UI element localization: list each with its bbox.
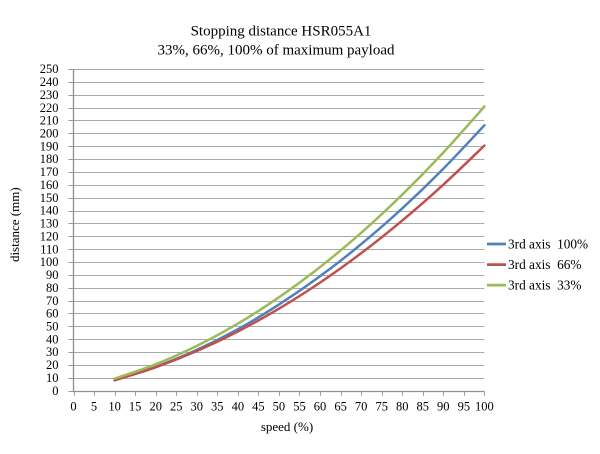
svg-text:15: 15 [129, 399, 142, 413]
svg-text:210: 210 [40, 114, 59, 128]
svg-text:20: 20 [46, 358, 59, 372]
svg-text:3rd axis 100%: 3rd axis 100% [508, 236, 588, 251]
svg-text:230: 230 [40, 88, 59, 102]
svg-text:95: 95 [458, 399, 471, 413]
svg-text:190: 190 [40, 139, 59, 153]
svg-text:100: 100 [475, 399, 494, 413]
svg-text:40: 40 [232, 399, 245, 413]
svg-text:240: 240 [40, 75, 59, 89]
svg-text:70: 70 [46, 294, 59, 308]
svg-text:120: 120 [40, 229, 59, 243]
svg-text:80: 80 [46, 281, 59, 295]
svg-text:35: 35 [211, 399, 224, 413]
svg-text:100: 100 [40, 255, 59, 269]
svg-text:50: 50 [273, 399, 286, 413]
svg-text:distance (mm): distance (mm) [7, 187, 22, 262]
svg-text:80: 80 [396, 399, 409, 413]
svg-text:250: 250 [40, 62, 59, 76]
svg-text:3rd axis 66%: 3rd axis 66% [508, 257, 582, 272]
svg-text:110: 110 [40, 242, 58, 256]
svg-text:30: 30 [191, 399, 204, 413]
svg-text:0: 0 [52, 384, 58, 398]
svg-text:40: 40 [46, 332, 59, 346]
svg-text:3rd axis 33%: 3rd axis 33% [508, 278, 582, 293]
svg-text:75: 75 [375, 399, 388, 413]
svg-text:85: 85 [417, 399, 430, 413]
svg-text:160: 160 [40, 178, 59, 192]
svg-text:220: 220 [40, 101, 59, 115]
svg-text:55: 55 [293, 399, 306, 413]
svg-text:130: 130 [40, 217, 59, 231]
svg-text:90: 90 [46, 268, 59, 282]
svg-text:30: 30 [46, 345, 59, 359]
svg-text:33%, 66%, 100% of maximum payl: 33%, 66%, 100% of maximum payload [157, 43, 395, 59]
svg-text:0: 0 [70, 399, 76, 413]
svg-text:50: 50 [46, 320, 59, 334]
svg-text:45: 45 [252, 399, 265, 413]
svg-text:speed (%): speed (%) [261, 419, 313, 434]
svg-text:60: 60 [314, 399, 327, 413]
svg-text:170: 170 [40, 165, 59, 179]
svg-text:10: 10 [46, 371, 59, 385]
svg-text:200: 200 [40, 127, 59, 141]
svg-text:60: 60 [46, 307, 59, 321]
svg-text:180: 180 [40, 152, 59, 166]
svg-text:140: 140 [40, 204, 59, 218]
svg-text:70: 70 [355, 399, 368, 413]
svg-text:10: 10 [108, 399, 121, 413]
svg-text:90: 90 [437, 399, 450, 413]
svg-text:Stopping distance HSR055A1: Stopping distance HSR055A1 [191, 24, 372, 40]
svg-text:20: 20 [149, 399, 162, 413]
svg-text:25: 25 [170, 399, 183, 413]
svg-text:5: 5 [91, 399, 97, 413]
svg-text:150: 150 [40, 191, 59, 205]
svg-text:65: 65 [334, 399, 347, 413]
